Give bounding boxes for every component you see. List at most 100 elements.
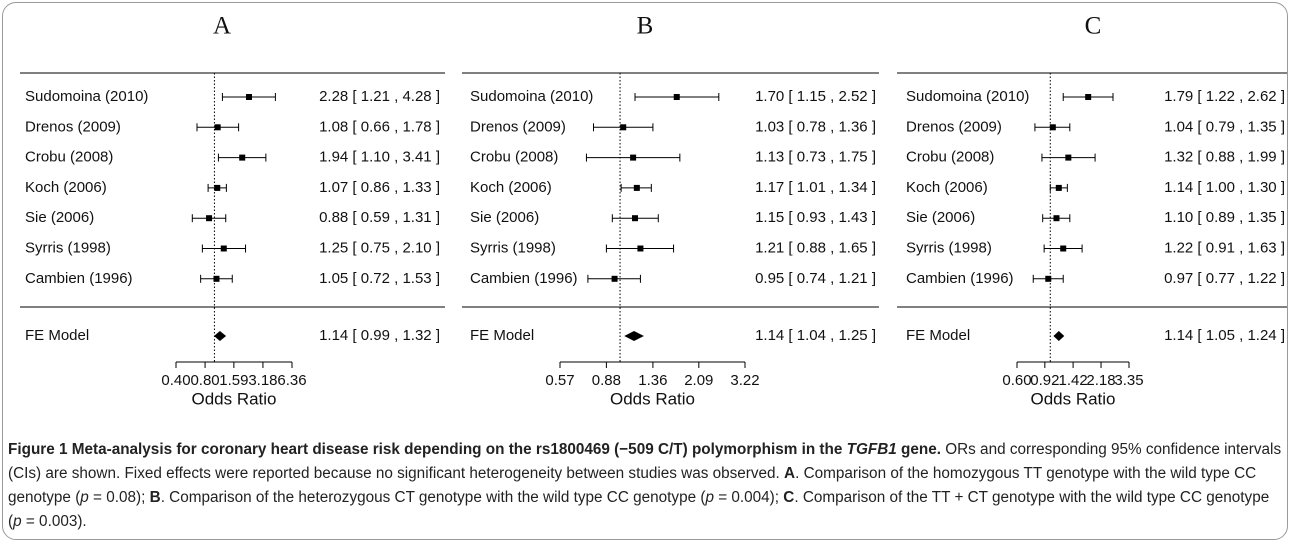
- estimate-square: [213, 275, 220, 282]
- estimate-square: [1045, 275, 1052, 282]
- study-name: Cambien (1996): [470, 270, 578, 287]
- caption-run: p: [13, 513, 22, 530]
- summary-name: FE Model: [906, 327, 970, 344]
- caption-run: C: [783, 489, 795, 506]
- x-tick-label: 2.09: [684, 372, 713, 389]
- estimate-square: [214, 184, 221, 191]
- x-tick-label: 1.36: [638, 372, 667, 389]
- estimate-square: [239, 154, 246, 161]
- study-name: Sie (2006): [470, 209, 539, 226]
- summary-diamond: [624, 331, 644, 341]
- x-tick-label: 0.57: [545, 372, 574, 389]
- caption-run: A: [784, 465, 796, 482]
- value-label: 1.07 [ 0.86 , 1.33 ]: [319, 179, 440, 196]
- x-tick-label: 1.42: [1059, 372, 1088, 389]
- estimate-square: [631, 215, 638, 222]
- forest-plots: A Sudomoina (2010) 2.28 [ 1.21 , 4.28 ] Dre…: [20, 13, 1287, 408]
- caption-run: B: [149, 489, 161, 506]
- estimate-square: [620, 124, 627, 131]
- estimate-square: [1053, 215, 1060, 222]
- study-name: Crobu (2008): [25, 149, 113, 166]
- caption-run: p: [705, 489, 714, 506]
- panel-title: A: [213, 13, 231, 40]
- value-label: 1.05 [ 0.72 , 1.53 ]: [319, 270, 440, 287]
- caption-run: . Comparison of the TT + CT genotype wit…: [8, 489, 1270, 530]
- summary-name: FE Model: [25, 327, 89, 344]
- value-label: 1.32 [ 0.88 , 1.99 ]: [1164, 149, 1285, 166]
- x-tick-label: 0.40: [161, 372, 190, 389]
- x-tick-label: 0.88: [592, 372, 621, 389]
- study-name: Cambien (1996): [25, 270, 133, 287]
- value-label: 0.95 [ 0.74 , 1.21 ]: [755, 270, 876, 287]
- x-axis-label: Odds Ratio: [191, 389, 276, 408]
- value-label: 1.14 [ 1.00 , 1.30 ]: [1164, 179, 1285, 196]
- caption-run: . Comparison of the homozygous TT genoty…: [8, 465, 1257, 506]
- value-label: 1.94 [ 1.10 , 3.41 ]: [319, 149, 440, 166]
- x-tick-label: 0.92: [1030, 372, 1059, 389]
- estimate-square: [1055, 184, 1062, 191]
- study-name: Koch (2006): [906, 179, 988, 196]
- x-tick-label: 6.36: [277, 372, 306, 389]
- estimate-square: [220, 245, 227, 252]
- figure-caption: Figure 1 Meta-analysis for coronary hear…: [8, 438, 1286, 534]
- value-label: 1.21 [ 0.88 , 1.65 ]: [755, 239, 876, 256]
- estimate-square: [1065, 154, 1072, 161]
- value-label: 2.28 [ 1.21 , 4.28 ]: [319, 88, 440, 105]
- caption-run: = 0.004);: [713, 489, 784, 506]
- study-name: Sudomoina (2010): [906, 88, 1029, 105]
- value-label: 1.08 [ 0.66 , 1.78 ]: [319, 118, 440, 135]
- estimate-square: [630, 154, 637, 161]
- estimate-square: [1085, 94, 1092, 100]
- estimate-square: [1049, 124, 1056, 131]
- caption-run: TGFB1: [846, 441, 897, 458]
- estimate-square: [245, 94, 252, 100]
- estimate-square: [214, 124, 221, 131]
- x-axis-label: Odds Ratio: [1030, 389, 1115, 408]
- study-name: Crobu (2008): [906, 149, 994, 166]
- value-label: 1.15 [ 0.93 , 1.43 ]: [755, 209, 876, 226]
- value-label: 1.22 [ 0.91 , 1.63 ]: [1164, 239, 1285, 256]
- value-label: 1.25 [ 0.75 , 2.10 ]: [319, 239, 440, 256]
- study-name: Drenos (2009): [906, 118, 1002, 135]
- study-name: Sudomoina (2010): [470, 88, 593, 105]
- value-label: 1.17 [ 1.01 , 1.34 ]: [755, 179, 876, 196]
- summary-name: FE Model: [470, 327, 534, 344]
- study-name: Drenos (2009): [25, 118, 121, 135]
- x-tick-label: 1.59: [219, 372, 248, 389]
- x-tick-label: 3.35: [1114, 372, 1143, 389]
- study-name: Syrris (1998): [906, 239, 992, 256]
- study-name: Syrris (1998): [25, 239, 111, 256]
- x-tick-label: 2.18: [1086, 372, 1115, 389]
- summary-label: 1.14 [ 1.05 , 1.24 ]: [1164, 327, 1285, 344]
- caption-run: p: [80, 489, 89, 506]
- value-label: 0.97 [ 0.77 , 1.22 ]: [1164, 270, 1285, 287]
- estimate-square: [206, 215, 213, 222]
- estimate-square: [611, 275, 618, 282]
- study-name: Syrris (1998): [470, 239, 556, 256]
- value-label: 1.13 [ 0.73 , 1.75 ]: [755, 149, 876, 166]
- value-label: 0.88 [ 0.59 , 1.31 ]: [319, 209, 440, 226]
- estimate-square: [633, 184, 640, 191]
- caption-run: = 0.003).: [21, 513, 87, 530]
- study-name: Koch (2006): [470, 179, 552, 196]
- estimate-square: [637, 245, 644, 252]
- x-tick-label: 0.60: [1002, 372, 1031, 389]
- study-name: Cambien (1996): [906, 270, 1014, 287]
- summary-label: 1.14 [ 0.99 , 1.32 ]: [319, 327, 440, 344]
- estimate-square: [673, 94, 680, 100]
- summary-diamond: [1053, 331, 1065, 341]
- caption-run: = 0.08);: [88, 489, 150, 506]
- x-axis-label: Odds Ratio: [610, 389, 695, 408]
- value-label: 1.10 [ 0.89 , 1.35 ]: [1164, 209, 1285, 226]
- study-name: Crobu (2008): [470, 149, 558, 166]
- value-label: 1.70 [ 1.15 , 2.52 ]: [755, 88, 876, 105]
- study-name: Sie (2006): [25, 209, 94, 226]
- study-name: Sudomoina (2010): [25, 88, 148, 105]
- value-label: 1.03 [ 0.78 , 1.36 ]: [755, 118, 876, 135]
- x-tick-label: 3.18: [248, 372, 277, 389]
- estimate-square: [1060, 245, 1067, 252]
- caption-run: ORs and corresponding 95% confidence int…: [8, 441, 1282, 482]
- caption-run: Figure 1 Meta-analysis for coronary hear…: [8, 441, 847, 458]
